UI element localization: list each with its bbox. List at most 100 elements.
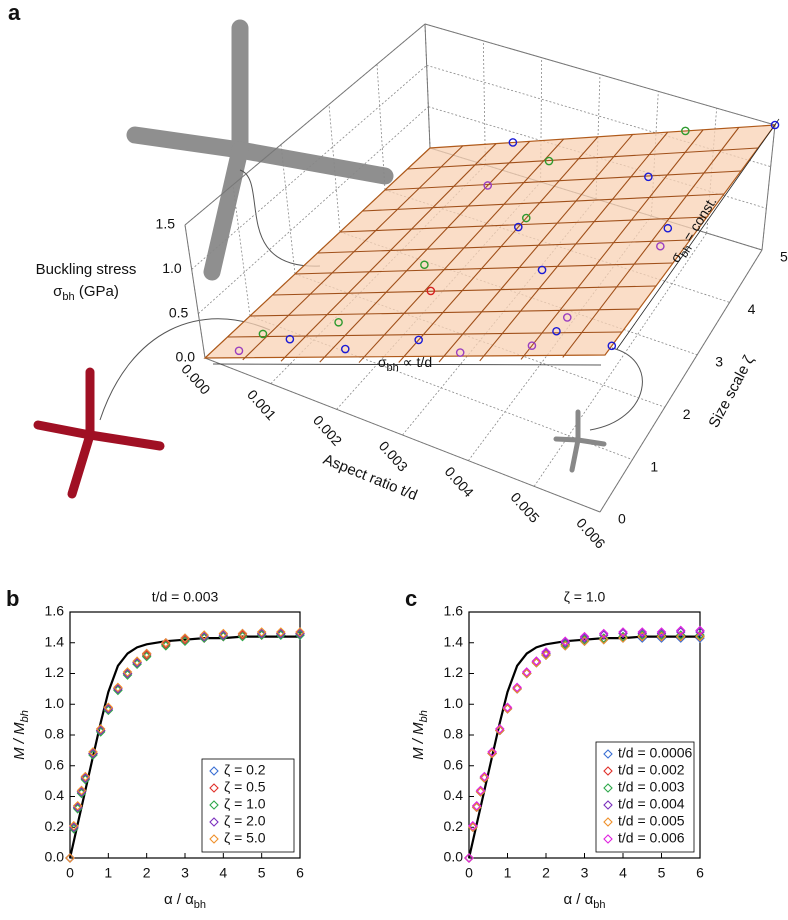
y-tick-label: 0.8 xyxy=(45,726,65,742)
y-tick-label: 1.4 xyxy=(45,633,65,649)
data-point xyxy=(560,637,571,648)
arrow xyxy=(212,363,602,366)
data-point xyxy=(122,668,133,679)
data-point xyxy=(80,773,91,783)
grid-line xyxy=(280,144,296,275)
tetrapod-small xyxy=(553,409,607,473)
data-point xyxy=(598,630,609,640)
data-point xyxy=(141,648,152,659)
x-tick-label: 0.002 xyxy=(310,412,345,449)
data-point xyxy=(675,631,686,642)
grid-line xyxy=(328,104,341,233)
data-point xyxy=(218,628,229,639)
x-tick-label: 0.006 xyxy=(573,515,608,552)
data-point xyxy=(475,785,486,796)
legend-marker xyxy=(603,766,613,776)
x-tick-label: 5 xyxy=(258,865,266,881)
data-point xyxy=(88,748,98,759)
box-edge xyxy=(184,23,426,226)
annotation-part: bh xyxy=(678,243,695,260)
data-point xyxy=(65,853,75,863)
y-tick-label: 0.2 xyxy=(444,818,464,834)
legend-label: t/d = 0.006 xyxy=(618,830,685,846)
data-point xyxy=(495,724,505,734)
panel-label: c xyxy=(405,586,417,611)
y-axis-label: Buckling stress xyxy=(36,261,137,278)
data-point xyxy=(161,639,171,650)
z-tick-label: 1 xyxy=(650,458,658,474)
data-point xyxy=(414,335,423,345)
data-point xyxy=(487,748,497,759)
data-point xyxy=(234,346,244,356)
data-point xyxy=(770,120,780,130)
data-point xyxy=(656,241,665,251)
legend-label: ζ = 2.0 xyxy=(224,813,266,829)
plane-grid xyxy=(294,262,674,275)
data-point xyxy=(560,636,571,646)
data-point xyxy=(495,725,505,736)
data-point xyxy=(637,627,648,637)
data-point xyxy=(487,747,497,757)
y-axis-label-part: M / M xyxy=(410,722,427,760)
plane-grid xyxy=(479,131,669,362)
legend-box xyxy=(595,741,695,853)
legend-marker xyxy=(603,834,613,844)
x-tick-label: 0.003 xyxy=(376,438,411,475)
data-point xyxy=(502,704,513,714)
data-point xyxy=(560,641,571,651)
box-edge xyxy=(184,224,206,359)
data-point xyxy=(531,657,542,668)
y-tick-label: 0.5 xyxy=(169,304,189,320)
x-tick-label: 0.004 xyxy=(442,463,477,500)
legend-marker xyxy=(209,766,219,776)
x-tick-label: 6 xyxy=(696,865,704,881)
data-point xyxy=(521,667,532,677)
x-tick-label: 1 xyxy=(504,865,512,881)
plane-grid xyxy=(339,216,708,233)
tetrapod-large xyxy=(126,19,394,281)
legend-label: t/d = 0.0006 xyxy=(618,745,693,761)
x-axis-label: α / αbh xyxy=(164,891,206,911)
plane-grid xyxy=(520,129,704,360)
legend-label: ζ = 0.5 xyxy=(224,779,266,795)
plane-grid xyxy=(398,136,599,363)
data-point xyxy=(656,628,667,639)
plane-grid xyxy=(317,239,691,254)
chart-title: ζ = 1.0 xyxy=(564,589,606,605)
data-point xyxy=(479,773,490,783)
y-axis-label-part: bh xyxy=(19,710,31,722)
data-point xyxy=(69,820,79,831)
arrow xyxy=(616,118,780,350)
x-axis-label-part: bh xyxy=(593,899,605,911)
grid-line xyxy=(232,184,251,317)
plane-grid xyxy=(272,285,657,296)
z-tick-label: 0 xyxy=(618,511,626,527)
data-point xyxy=(95,725,106,736)
data-point xyxy=(256,627,267,637)
data-point xyxy=(637,631,648,642)
plane-grid xyxy=(227,331,623,338)
data-point xyxy=(695,631,705,642)
legend-label: t/d = 0.005 xyxy=(618,813,685,829)
data-point xyxy=(103,704,114,714)
annotation-part: ∝ t/d xyxy=(399,354,432,370)
data-point xyxy=(95,724,106,734)
y-tick-label: 0.4 xyxy=(45,787,65,803)
x-tick-label: 0.000 xyxy=(178,361,213,398)
data-point xyxy=(295,627,305,637)
data-point xyxy=(537,265,547,275)
y-axis-label-part: M / M xyxy=(11,722,28,760)
data-point xyxy=(180,633,190,643)
y-tick-label: 1.6 xyxy=(444,603,464,619)
data-point xyxy=(76,785,87,796)
data-point xyxy=(237,628,248,639)
plane-grid xyxy=(562,127,740,358)
data-point xyxy=(468,820,478,831)
legend-label: t/d = 0.002 xyxy=(618,762,685,778)
y-axis-label: M / Mbh xyxy=(410,710,430,760)
y-tick-label: 0.6 xyxy=(45,756,65,772)
data-point xyxy=(521,213,531,223)
x-axis-label: α / αbh xyxy=(563,891,605,911)
data-point xyxy=(598,634,609,645)
legend-marker xyxy=(209,800,219,810)
